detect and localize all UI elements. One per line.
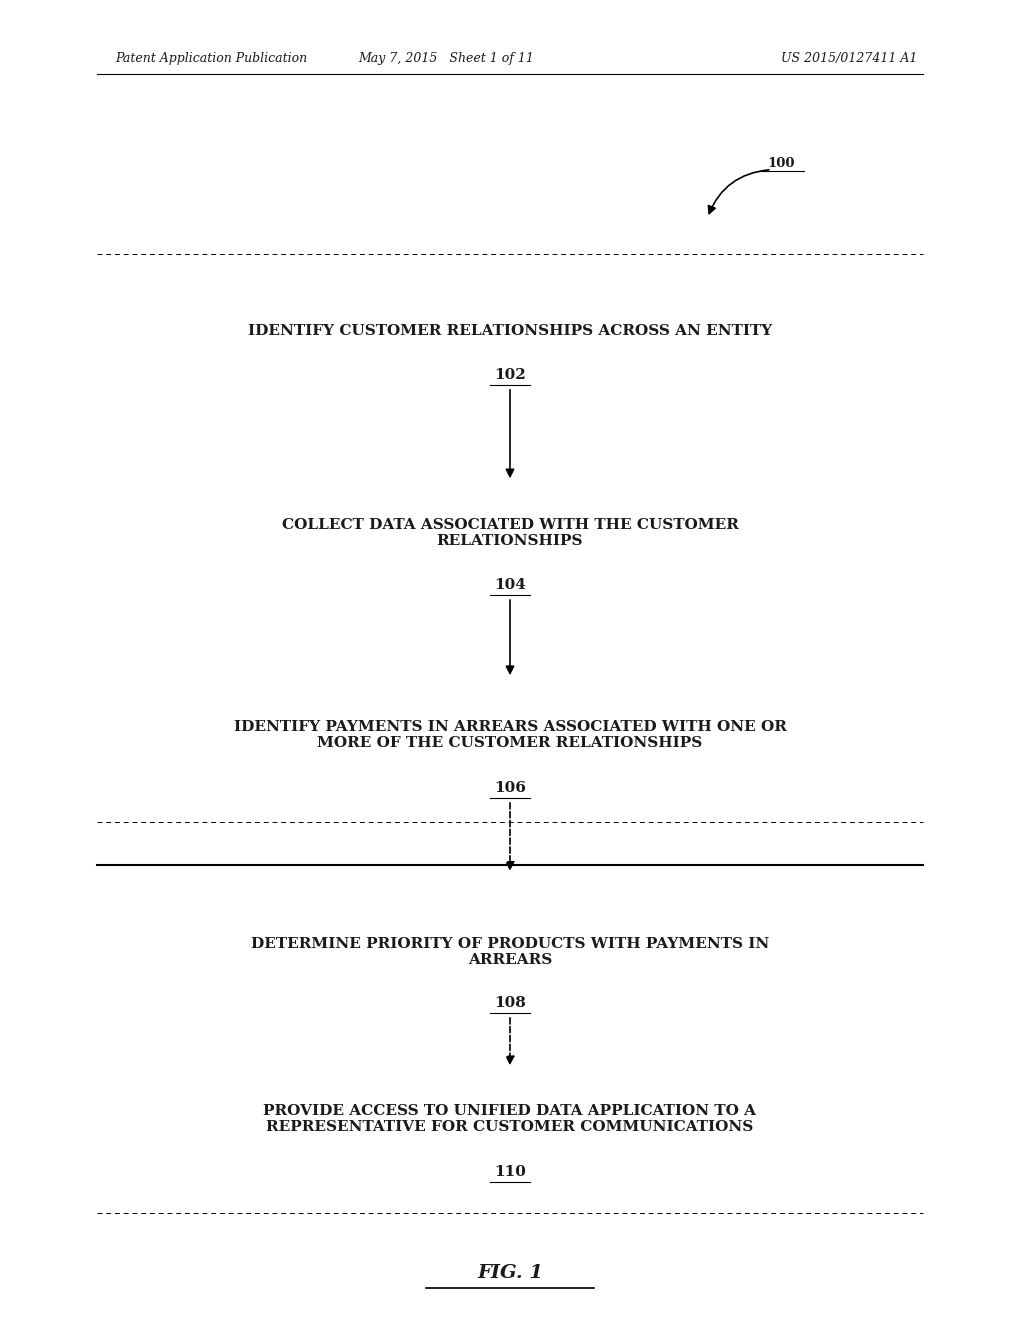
Text: COLLECT DATA ASSOCIATED WITH THE CUSTOMER
RELATIONSHIPS: COLLECT DATA ASSOCIATED WITH THE CUSTOME… [281,517,738,548]
Text: FIG. 1: FIG. 1 [477,1265,542,1283]
Text: US 2015/0127411 A1: US 2015/0127411 A1 [781,51,917,65]
Text: PROVIDE ACCESS TO UNIFIED DATA APPLICATION TO A
REPRESENTATIVE FOR CUSTOMER COMM: PROVIDE ACCESS TO UNIFIED DATA APPLICATI… [263,1104,756,1134]
Text: Patent Application Publication: Patent Application Publication [115,51,307,65]
Text: 100: 100 [766,157,794,169]
Text: May 7, 2015   Sheet 1 of 11: May 7, 2015 Sheet 1 of 11 [358,51,533,65]
Text: DETERMINE PRIORITY OF PRODUCTS WITH PAYMENTS IN
ARREARS: DETERMINE PRIORITY OF PRODUCTS WITH PAYM… [251,937,768,968]
Text: IDENTIFY PAYMENTS IN ARREARS ASSOCIATED WITH ONE OR
MORE OF THE CUSTOMER RELATIO: IDENTIFY PAYMENTS IN ARREARS ASSOCIATED … [233,719,786,750]
Text: 102: 102 [493,368,526,381]
Text: 104: 104 [493,578,526,591]
Text: 106: 106 [493,780,526,795]
Text: IDENTIFY CUSTOMER RELATIONSHIPS ACROSS AN ENTITY: IDENTIFY CUSTOMER RELATIONSHIPS ACROSS A… [248,325,771,338]
Text: 110: 110 [493,1164,526,1179]
Text: 108: 108 [493,995,526,1010]
